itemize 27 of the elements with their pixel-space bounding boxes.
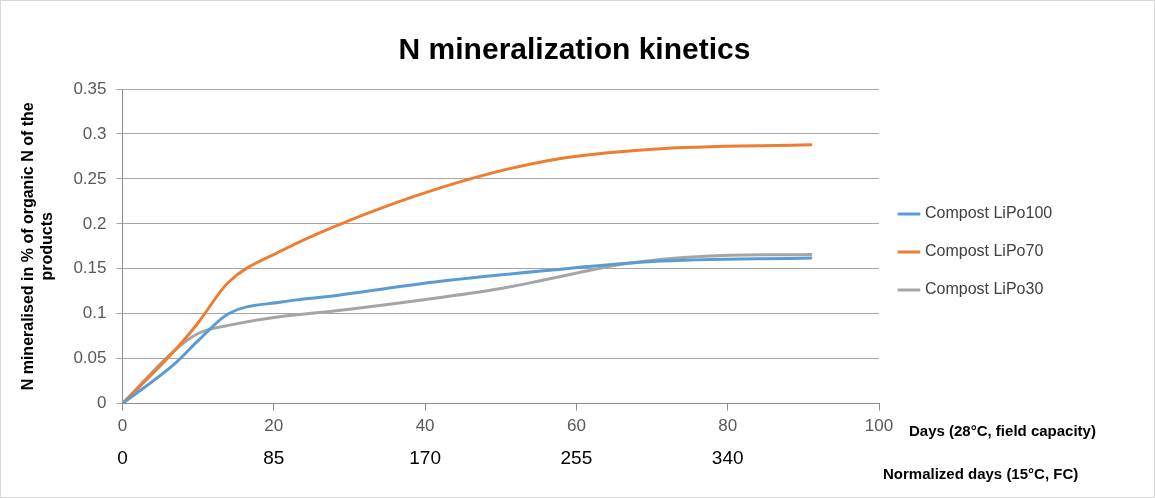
- x-axis-title: Days (28°C, field capacity): [909, 421, 1096, 439]
- x2-axis-title: Normalized days (15°C, FC): [883, 465, 1079, 483]
- legend-label: Compost LiPo100: [925, 204, 1053, 222]
- x-tick-label: 100: [864, 416, 894, 436]
- x2-tick-label: 340: [711, 446, 744, 468]
- y-tick-label: 0.15: [73, 258, 107, 278]
- x2-tick-label: 85: [263, 446, 285, 468]
- y-tick-label: 0.25: [73, 168, 107, 188]
- x2-tick-label: 255: [560, 446, 593, 468]
- x-tick-label: 20: [264, 416, 284, 436]
- x-tick-label: 40: [415, 416, 435, 436]
- line-series: [122, 143, 813, 404]
- x-tick-label: 0: [117, 416, 128, 436]
- y-axis-title: N mineralised in % of organic N of the products: [19, 102, 56, 391]
- y-tick-label: 0.1: [82, 303, 107, 323]
- y-tick-label: 0.05: [73, 348, 107, 368]
- x-tick-label: 80: [718, 416, 738, 436]
- y-tick-label: 0: [97, 393, 107, 413]
- y-tick-label: 0.3: [82, 123, 107, 143]
- y-tick-label: 0.2: [82, 213, 107, 233]
- legend-label: Compost LiPo70: [925, 242, 1044, 260]
- chart-title: N mineralization kinetics: [398, 32, 751, 66]
- x-tick-label: 60: [566, 416, 586, 436]
- y-tick-label: 0.35: [73, 78, 107, 98]
- x2-tick-label: 0: [117, 446, 128, 468]
- legend-label: Compost LiPo30: [925, 280, 1044, 298]
- x2-tick-label: 170: [409, 446, 441, 468]
